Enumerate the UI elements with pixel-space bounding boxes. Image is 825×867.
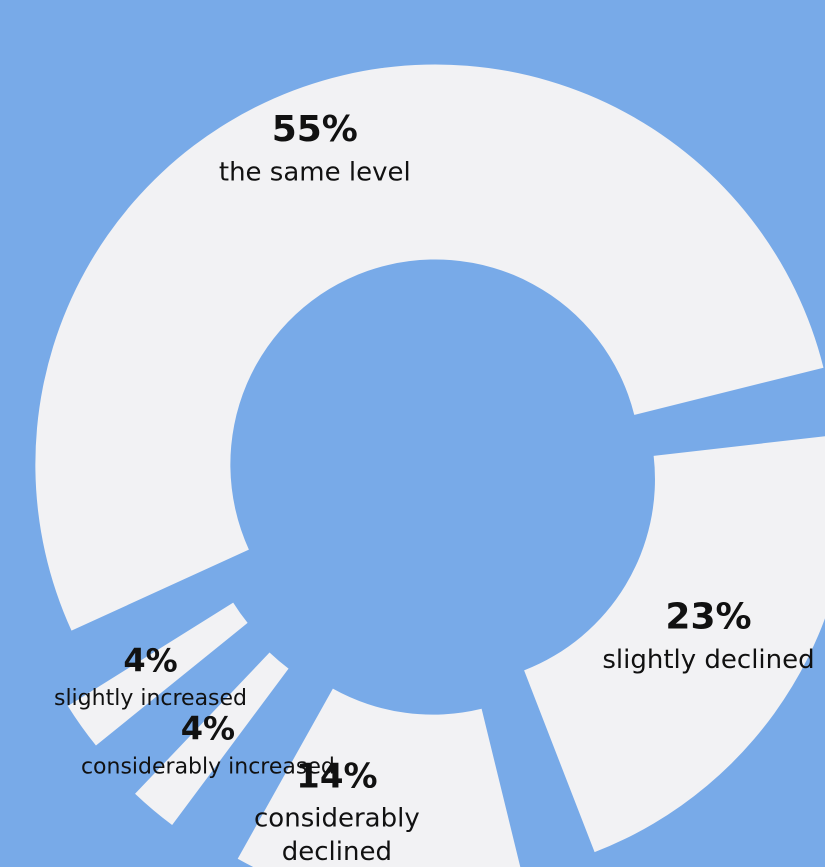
slice-label-3: 14% considerably declined xyxy=(254,756,420,867)
slice-label-4: 4% considerably increased xyxy=(81,709,335,779)
donut-slice-1 xyxy=(35,64,824,631)
slice-category-label: considerably xyxy=(254,803,420,833)
donut-slice-5 xyxy=(67,602,248,746)
slice-label-5: 4% slightly increased xyxy=(54,641,247,711)
donut-slice-4 xyxy=(135,652,289,826)
slice-percent-label: 23% xyxy=(665,596,751,637)
donut-slice-2 xyxy=(524,436,825,853)
slice-label-1: 55% the same level xyxy=(219,109,411,188)
slice-percent-label: 55% xyxy=(272,109,358,150)
slice-category-label: considerably increased xyxy=(81,754,335,779)
slice-percent-label: 4% xyxy=(123,641,177,679)
donut-slice-3 xyxy=(237,688,521,867)
slice-percent-label: 14% xyxy=(296,756,377,796)
slice-category-label: slightly declined xyxy=(602,645,814,675)
slice-category-label: declined xyxy=(282,837,392,867)
slice-label-2: 23% slightly declined xyxy=(602,596,814,675)
slice-percent-label: 4% xyxy=(181,709,235,747)
slice-category-label: slightly increased xyxy=(54,686,247,711)
slice-category-label: the same level xyxy=(219,158,411,188)
